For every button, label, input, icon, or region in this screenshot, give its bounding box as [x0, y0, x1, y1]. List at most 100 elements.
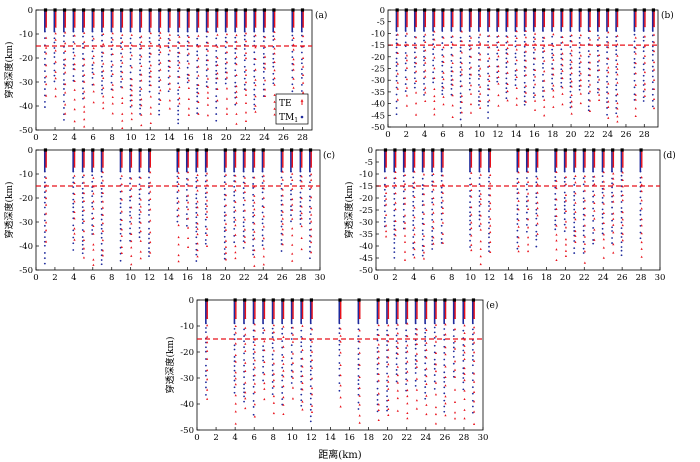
tm-point — [215, 37, 218, 40]
tm-point — [309, 333, 312, 336]
tm-point — [43, 201, 46, 204]
te-point — [579, 60, 582, 63]
tm-point — [148, 227, 150, 230]
tm-point — [91, 190, 94, 193]
tm-point — [424, 322, 427, 325]
te-point — [652, 49, 656, 53]
te-point — [415, 407, 418, 410]
te-point — [479, 42, 482, 45]
tm-point — [101, 88, 103, 91]
tm-point — [462, 349, 465, 352]
tm-point — [243, 77, 246, 80]
te-point — [235, 25, 238, 28]
te-point — [533, 93, 537, 96]
te-point — [470, 221, 473, 224]
tm-point — [487, 94, 489, 97]
te-point — [82, 199, 86, 202]
tm-point — [601, 222, 604, 225]
tm-point — [177, 89, 180, 91]
tm-point — [271, 322, 274, 325]
tm-point — [620, 246, 623, 248]
tm-point — [376, 333, 379, 336]
tm-point — [233, 333, 236, 336]
te-point — [387, 348, 390, 351]
tm-point — [412, 194, 415, 197]
tm-point — [514, 63, 517, 65]
x-tick-label: 4 — [422, 130, 427, 140]
te-point — [472, 410, 476, 413]
te-point — [130, 84, 133, 87]
y-tick-label: -35 — [371, 88, 385, 98]
te-point — [543, 114, 546, 117]
tm-point — [488, 210, 490, 213]
tm-point — [91, 201, 94, 204]
tm-point — [402, 190, 405, 193]
te-point — [234, 371, 237, 374]
tm-point — [119, 190, 122, 193]
tm-point — [578, 30, 581, 32]
te-point — [263, 45, 267, 48]
te-point — [543, 89, 546, 92]
te-point — [234, 200, 237, 203]
te-point — [310, 220, 313, 223]
tm-point — [642, 63, 645, 66]
tm-point — [421, 249, 424, 252]
tm-point — [129, 47, 132, 50]
te-point — [92, 54, 95, 58]
tm-point — [592, 227, 595, 229]
te-point — [216, 99, 219, 102]
te-point — [120, 182, 123, 186]
te-point — [561, 24, 564, 28]
x-tick-label: 22 — [579, 273, 590, 283]
tm-point — [158, 49, 161, 52]
te-point — [640, 199, 643, 202]
station-marker — [563, 148, 567, 152]
te-point — [612, 243, 615, 246]
te-point — [272, 330, 275, 334]
tm-point — [404, 69, 407, 72]
tm-point — [91, 174, 94, 177]
legend-te-marker — [300, 99, 304, 102]
tm-point — [234, 62, 237, 65]
te-point — [196, 222, 199, 225]
tm-point — [393, 228, 396, 231]
tm-point — [487, 60, 489, 62]
tm-point — [620, 201, 623, 203]
tm-point — [376, 328, 379, 331]
tm-point — [413, 51, 416, 54]
station-profile — [261, 148, 265, 266]
tm-point — [651, 105, 654, 108]
x-tick-label: 4 — [71, 133, 76, 143]
station-profile — [386, 298, 390, 416]
tm-point — [120, 37, 122, 40]
te-point — [101, 191, 104, 195]
station-profile — [148, 8, 152, 125]
te-point — [561, 69, 564, 72]
tm-point — [413, 86, 416, 89]
te-point — [442, 55, 445, 58]
te-point — [593, 175, 596, 178]
tm-point — [404, 35, 407, 37]
te-point — [130, 93, 133, 97]
te-point — [149, 219, 152, 222]
tm-point — [261, 244, 264, 247]
te-point — [425, 403, 428, 406]
te-point — [593, 228, 596, 231]
tm-point — [309, 385, 312, 387]
te-point — [358, 351, 361, 354]
tm-point — [450, 79, 453, 82]
tm-point — [431, 230, 434, 232]
tm-point — [440, 224, 443, 227]
tm-point — [148, 60, 151, 63]
tm-point — [44, 51, 46, 54]
te-point — [588, 83, 592, 86]
tm-point — [233, 360, 236, 363]
tm-point — [459, 111, 462, 114]
tm-point — [72, 170, 75, 173]
tm-point — [376, 367, 379, 370]
tm-point — [252, 341, 255, 344]
te-point — [574, 229, 577, 233]
te-point — [140, 123, 143, 127]
te-point — [291, 397, 295, 400]
tm-point — [204, 174, 207, 177]
